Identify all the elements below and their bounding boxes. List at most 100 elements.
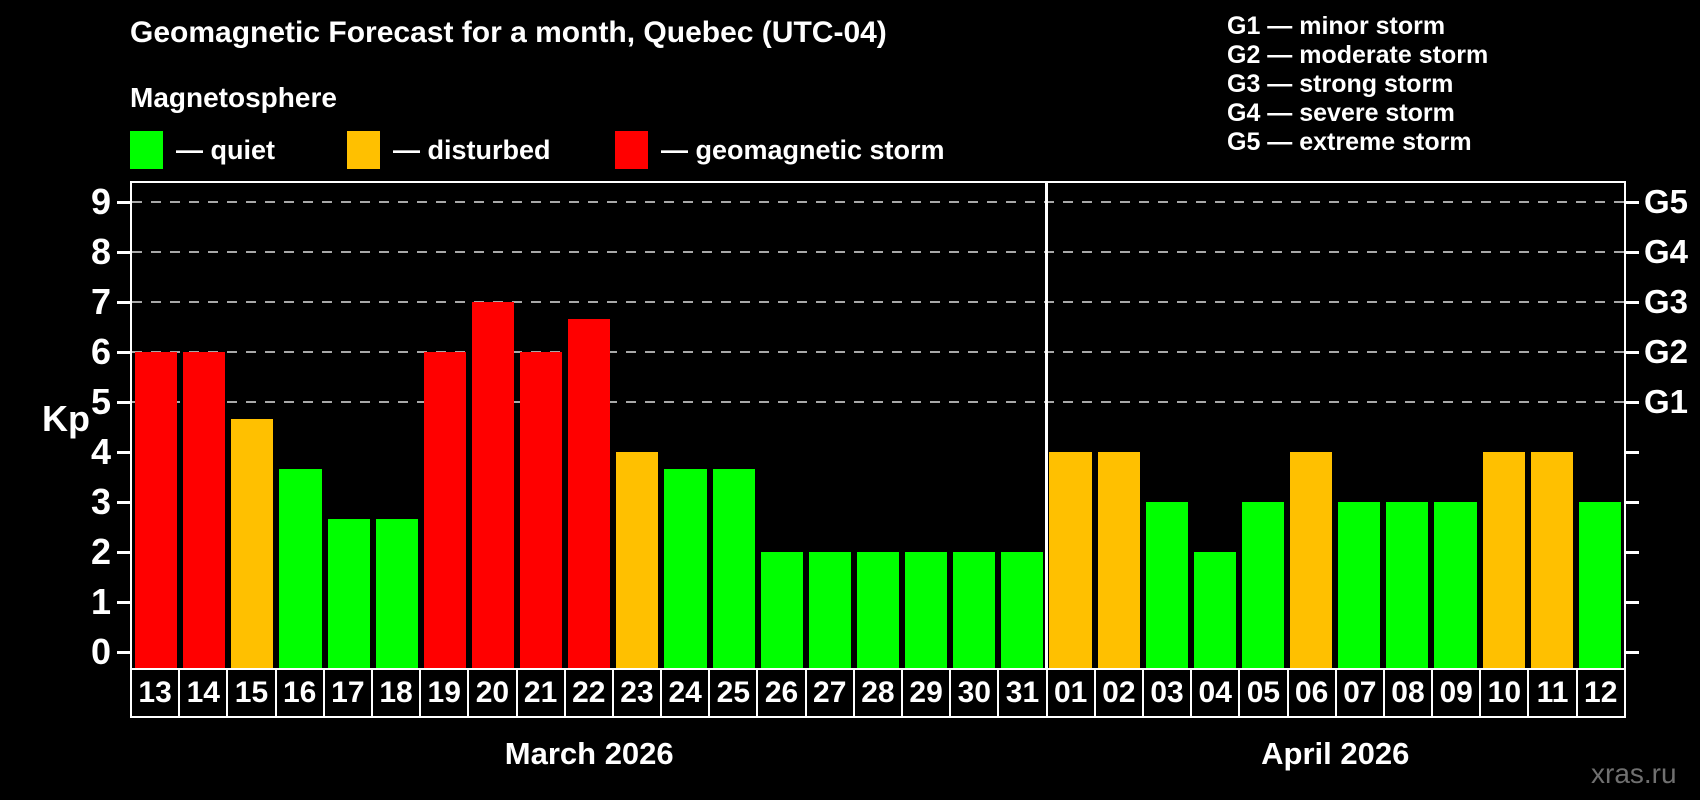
day-cell-31: 31	[997, 670, 1045, 716]
y-axis-tick-label: 1	[90, 581, 111, 622]
y-axis-tick	[117, 550, 130, 554]
day-cell-11: 11	[1527, 670, 1575, 716]
kp-bar-day-31	[1001, 552, 1044, 668]
month-label: April 2026	[1261, 736, 1410, 771]
day-cell-24: 24	[660, 670, 708, 716]
g-axis-tick-label: G1	[1644, 383, 1689, 420]
kp-bar-day-10	[1482, 452, 1525, 668]
day-cell-05: 05	[1238, 670, 1286, 716]
day-cell-10: 10	[1479, 670, 1527, 716]
right-axis-tick	[1626, 200, 1639, 204]
right-axis-tick	[1626, 500, 1639, 504]
legend-item-label: — geomagnetic storm	[661, 134, 945, 165]
y-axis-title: Kp	[42, 398, 90, 439]
legend-item-label: — quiet	[176, 134, 275, 165]
right-axis-tick	[1626, 300, 1639, 304]
kp-bar-day-23	[616, 452, 659, 668]
kp-bar-day-13	[135, 352, 178, 668]
y-axis-tick	[117, 400, 130, 404]
y-axis-tick	[117, 650, 130, 654]
right-axis-tick	[1626, 400, 1639, 404]
watermark: xras.ru	[1591, 758, 1677, 789]
kp-bar-day-28	[856, 552, 900, 668]
g-scale-legend-line: G1 — minor storm	[1227, 12, 1446, 40]
y-axis-tick-label: 9	[90, 181, 111, 222]
day-cell-07: 07	[1334, 670, 1383, 716]
day-cell-02: 02	[1093, 670, 1142, 716]
day-cell-29: 29	[901, 670, 949, 716]
g-scale-legend: G1 — minor storm G2 — moderate storm G3 …	[1227, 12, 1488, 157]
right-axis-tick	[1626, 650, 1639, 654]
g-axis-tick-label: G4	[1644, 233, 1689, 270]
kp-bar-day-11	[1530, 452, 1573, 668]
kp-bar-day-06	[1290, 452, 1333, 668]
kp-bar-day-21	[520, 352, 563, 668]
g-axis-tick-label: G3	[1644, 283, 1689, 320]
day-axis-row: 13 14 15 16 17 18 19 20 21 22 23 24 25 26 27 28 29 30 31 01…	[130, 668, 1626, 718]
kp-bar-day-07	[1338, 502, 1381, 668]
right-axis-tick	[1626, 350, 1639, 354]
y-axis-tick-label: 0	[90, 631, 111, 672]
legend-item-disturbed: — disturbed	[347, 130, 551, 170]
kp-bar-day-18	[375, 518, 418, 668]
chart-title: Geomagnetic Forecast for a month, Quebec…	[130, 16, 887, 49]
kp-bar-day-08	[1386, 502, 1429, 668]
day-cell-22: 22	[563, 670, 612, 716]
y-axis-tick-label: 5	[90, 381, 111, 422]
disturbed-color-swatch	[347, 131, 380, 169]
day-cell-06: 06	[1286, 670, 1335, 716]
day-cell-12: 12	[1575, 670, 1624, 716]
day-cell-14: 14	[178, 670, 226, 716]
day-cell-27: 27	[804, 670, 853, 716]
g-scale-legend-line: G4 — severe storm	[1227, 99, 1455, 127]
kp-bar-day-22	[568, 318, 611, 668]
kp-bar-day-14	[183, 352, 226, 668]
g-scale-legend-line: G3 — strong storm	[1227, 70, 1454, 98]
y-axis-tick	[117, 450, 130, 454]
kp-bar-day-05	[1241, 502, 1285, 668]
day-cell-21: 21	[515, 670, 564, 716]
y-axis-tick-label: 6	[90, 331, 111, 372]
y-axis-tick	[117, 300, 130, 304]
storm-color-swatch	[615, 131, 648, 169]
day-cell-23: 23	[611, 670, 660, 716]
kp-bar-day-19	[423, 352, 466, 668]
gridline-kp7	[132, 301, 1624, 303]
day-cell-03: 03	[1141, 670, 1190, 716]
y-axis-tick	[117, 250, 130, 254]
day-cell-20: 20	[467, 670, 515, 716]
day-cell-25: 25	[708, 670, 756, 716]
day-cell-26: 26	[756, 670, 804, 716]
day-cell-04: 04	[1190, 670, 1238, 716]
day-cell-17: 17	[322, 670, 371, 716]
kp-bar-day-15	[231, 418, 274, 668]
kp-bar-day-12	[1578, 502, 1621, 668]
kp-bar-day-09	[1434, 502, 1477, 668]
kp-bar-day-27	[808, 552, 851, 668]
g-axis-tick-label: G2	[1644, 333, 1689, 370]
g-scale-legend-line: G2 — moderate storm	[1227, 41, 1489, 69]
kp-bar-day-03	[1145, 502, 1188, 668]
right-axis-tick	[1626, 250, 1639, 254]
kp-bar-day-01	[1049, 452, 1092, 668]
month-separator	[1044, 183, 1048, 668]
day-cell-15: 15	[226, 670, 274, 716]
kp-bar-day-17	[327, 518, 370, 668]
chart-subtitle: Magnetosphere	[130, 82, 337, 113]
y-axis-tick-label: 4	[90, 431, 111, 472]
g-axis-tick-label: G5	[1644, 183, 1689, 220]
y-axis-tick-label: 8	[90, 231, 111, 272]
day-cell-01: 01	[1045, 670, 1094, 716]
day-cell-28: 28	[852, 670, 901, 716]
y-axis-tick-label: 7	[90, 281, 111, 322]
day-cell-08: 08	[1382, 670, 1431, 716]
day-cell-18: 18	[370, 670, 419, 716]
y-axis-tick	[117, 500, 130, 504]
gridline-kp5	[132, 401, 1624, 403]
legend-item-storm: — geomagnetic storm	[615, 130, 945, 170]
y-axis-tick-label: 3	[90, 481, 111, 522]
gridline-kp9	[132, 201, 1624, 203]
g-scale-legend-line: G5 — extreme storm	[1227, 128, 1472, 156]
day-cell-30: 30	[949, 670, 997, 716]
